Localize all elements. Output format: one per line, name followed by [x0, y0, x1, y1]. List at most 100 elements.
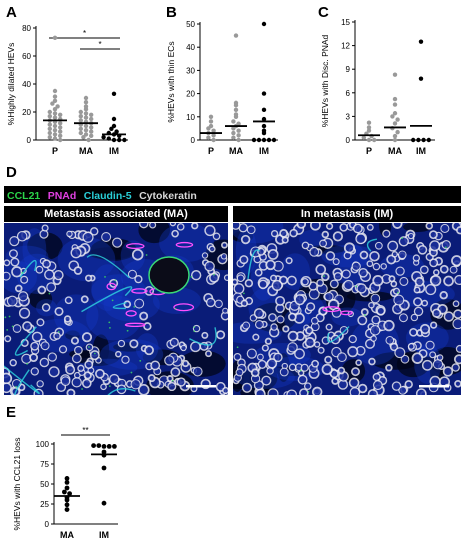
- y-tick-label: 9: [346, 65, 351, 74]
- data-point: [47, 130, 52, 136]
- epithelial-cell: [39, 357, 50, 368]
- data-point: [122, 137, 127, 143]
- epithelial-cell: [370, 293, 381, 304]
- epithelial-cell: [112, 237, 123, 248]
- epithelial-cell: [222, 386, 228, 394]
- epithelial-cell: [407, 342, 415, 350]
- epithelial-cell: [235, 368, 244, 377]
- panel-label-d: D: [6, 164, 17, 181]
- epithelial-cell: [212, 232, 221, 241]
- epithelial-cell: [166, 375, 174, 383]
- epithelial-cell: [9, 236, 20, 247]
- epithelial-cell: [289, 228, 298, 238]
- data-point: [416, 137, 421, 143]
- epithelial-cell: [22, 321, 33, 332]
- epithelial-cell: [324, 355, 333, 364]
- epithelial-cell: [257, 247, 266, 256]
- data-point: [83, 95, 89, 101]
- data-point: [233, 33, 239, 38]
- ccl21-signal: [242, 292, 245, 295]
- epithelial-cell: [315, 264, 327, 275]
- epithelial-cell: [205, 350, 212, 358]
- epithelial-cell: [429, 258, 439, 268]
- epithelial-cell: [329, 279, 339, 289]
- data-point: [83, 132, 89, 137]
- data-point: [208, 119, 214, 124]
- epithelial-cell: [325, 323, 333, 331]
- data-point: [366, 128, 372, 133]
- epithelial-cell: [258, 279, 268, 290]
- data-point: [47, 114, 52, 119]
- epithelial-cell: [432, 269, 440, 276]
- data-point: [231, 130, 236, 136]
- y-tick-label: 12: [341, 42, 350, 51]
- epithelial-cell: [429, 274, 442, 287]
- vessel: [19, 260, 37, 278]
- epithelial-cell: [254, 388, 266, 395]
- epithelial-cell: [337, 366, 346, 375]
- epithelial-cell: [367, 388, 379, 395]
- data-point: [261, 130, 267, 136]
- data-point: [372, 137, 377, 143]
- data-point: [83, 123, 89, 129]
- epithelial-cell: [449, 265, 458, 274]
- ccl21-signal: [15, 385, 17, 388]
- ccl21-signal: [104, 275, 106, 278]
- data-point: [117, 137, 122, 143]
- ccl21-signal: [323, 275, 325, 277]
- epithelial-cell: [413, 306, 424, 317]
- epithelial-cell: [351, 261, 361, 271]
- data-point: [111, 91, 117, 97]
- epithelial-cell: [266, 358, 278, 369]
- x-tick-label: IM: [416, 146, 426, 156]
- x-tick-label: P: [208, 146, 214, 156]
- epithelial-cell: [451, 363, 460, 372]
- epithelial-cell: [388, 275, 396, 283]
- epithelial-cell: [191, 223, 199, 230]
- x-tick-label: P: [366, 146, 372, 156]
- legend-pnad: PNAd: [47, 190, 77, 202]
- epithelial-cell: [30, 341, 40, 351]
- epithelial-cell: [244, 279, 254, 288]
- epithelial-cell: [411, 352, 424, 364]
- data-point: [64, 485, 70, 491]
- data-point: [231, 135, 236, 140]
- epithelial-cell: [303, 382, 312, 391]
- ccl21-signal: [133, 305, 136, 308]
- epithelial-cell: [278, 275, 288, 285]
- epithelial-cell: [395, 266, 405, 276]
- epithelial-cell: [398, 386, 408, 395]
- epithelial-cell: [89, 227, 99, 236]
- epithelial-cell: [455, 344, 461, 353]
- y-tick-label: 15: [341, 18, 350, 27]
- data-point: [64, 480, 70, 485]
- chart-dilated-hevs: 0 20 40 60 80 P MA IM %Highly dilated HEVs * *: [6, 24, 128, 156]
- epithelial-cell: [430, 321, 438, 329]
- data-point: [64, 476, 70, 481]
- scale-bar: [186, 385, 216, 388]
- epithelial-cell: [412, 254, 421, 262]
- epithelial-cell: [176, 223, 185, 231]
- epithelial-cell: [287, 330, 299, 342]
- epithelial-cell: [149, 223, 157, 229]
- y-tick-label: 50: [186, 20, 195, 29]
- data-point: [52, 132, 58, 137]
- hev: [106, 282, 117, 291]
- epithelial-cell: [321, 230, 330, 239]
- epithelial-cell: [214, 299, 223, 309]
- epithelial-cell: [321, 363, 333, 376]
- epithelial-cell: [254, 319, 264, 329]
- epithelial-cell: [276, 315, 285, 324]
- epithelial-cell: [391, 251, 398, 258]
- ccl21-signal: [81, 388, 83, 390]
- ccl21-signal: [130, 371, 133, 374]
- epithelial-cell: [53, 269, 64, 281]
- ccl21-signal: [193, 330, 196, 333]
- data-point: [58, 137, 63, 143]
- data-point: [418, 39, 424, 44]
- epithelial-cell: [372, 372, 381, 382]
- epithelial-cell: [310, 223, 321, 231]
- data-point: [47, 135, 52, 140]
- epithelial-cell: [20, 275, 29, 284]
- epithelial-cell: [429, 240, 441, 252]
